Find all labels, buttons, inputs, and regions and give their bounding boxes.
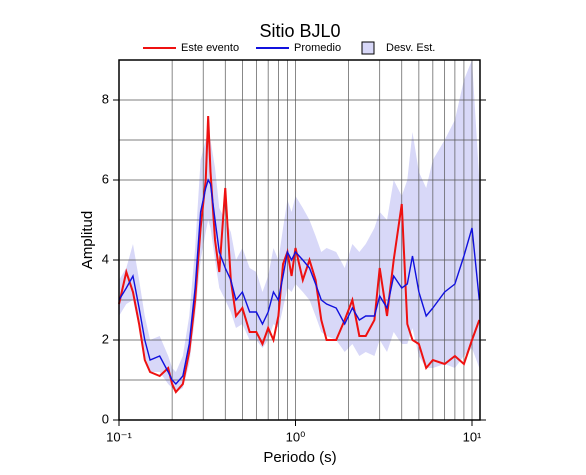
legend-swatch (361, 41, 375, 55)
legend-label: Desv. Est. (386, 42, 435, 54)
series-line (118, 178, 481, 386)
x-tick-label: 10¹ (463, 429, 482, 444)
plot-frame (118, 59, 481, 421)
x-axis-label: Periodo (s) (263, 449, 336, 466)
y-tick-label: 4 (102, 251, 109, 266)
y-tick-label: 8 (102, 91, 109, 106)
y-tick-label: 2 (102, 331, 109, 346)
legend-label: Promedio (294, 42, 341, 54)
std-band (119, 60, 480, 392)
y-tick-label: 6 (102, 171, 109, 186)
chart-title: Sitio BJL0 (259, 21, 340, 41)
y-axis-label: Amplitud (79, 211, 96, 269)
x-tick-label: 10⁻¹ (106, 429, 132, 444)
y-tick-label: 0 (102, 411, 109, 426)
x-tick-label: 10⁰ (286, 429, 306, 444)
legend-label: Este evento (181, 42, 239, 54)
